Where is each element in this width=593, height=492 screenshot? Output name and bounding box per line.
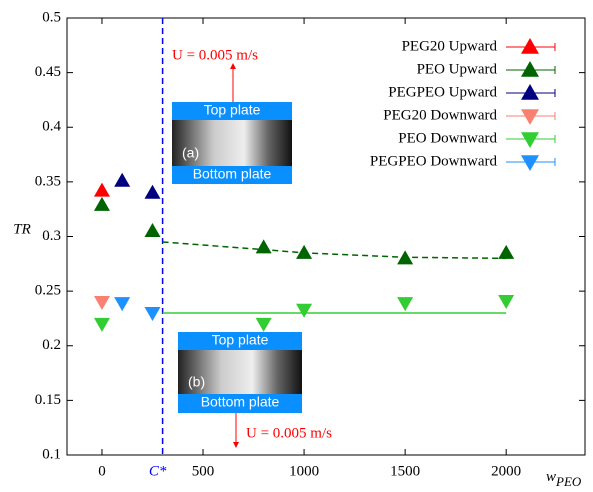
x-tick-label: 500 bbox=[192, 463, 215, 479]
legend-marker bbox=[521, 38, 539, 54]
y-tick-label: 0.5 bbox=[42, 9, 61, 25]
marker bbox=[498, 244, 515, 259]
inset-text: Top plate bbox=[212, 332, 269, 348]
annotation: U = 0.005 m/s bbox=[172, 47, 258, 63]
marker bbox=[114, 172, 131, 187]
plate bbox=[178, 332, 302, 350]
marker bbox=[93, 317, 110, 332]
inset-image bbox=[178, 348, 302, 394]
marker bbox=[93, 182, 110, 197]
inset-b: Top plate (b) Bottom plate U = 0.005 m/s bbox=[178, 332, 332, 448]
marker bbox=[93, 296, 110, 311]
fit-line bbox=[162, 241, 507, 260]
y-tick-label: 0.3 bbox=[42, 228, 61, 244]
plate bbox=[178, 394, 302, 413]
x-tick-label: 1000 bbox=[289, 463, 319, 479]
marker bbox=[397, 250, 414, 265]
legend-marker bbox=[521, 61, 539, 77]
marker bbox=[498, 294, 515, 309]
annotation: U = 0.005 m/s bbox=[246, 425, 332, 441]
marker bbox=[93, 196, 110, 211]
marker bbox=[296, 244, 313, 259]
marker bbox=[296, 303, 313, 318]
legend-label: PEGPEO Downward bbox=[370, 153, 498, 169]
legend-label: PEO Downward bbox=[398, 130, 497, 146]
x-tick-label: 1500 bbox=[390, 463, 420, 479]
y-tick-label: 0.15 bbox=[35, 392, 61, 408]
legend-label: PEGPEO Upward bbox=[388, 84, 497, 100]
legend-marker bbox=[521, 155, 539, 171]
y-tick-label: 0.25 bbox=[35, 283, 61, 299]
marker bbox=[397, 297, 414, 312]
legend-marker bbox=[521, 109, 539, 125]
marker bbox=[255, 317, 272, 332]
inset-text: Bottom plate bbox=[201, 394, 280, 410]
inset-image bbox=[172, 118, 292, 168]
y-tick-label: 0.35 bbox=[35, 173, 61, 189]
y-tick-label: 0.2 bbox=[42, 337, 61, 353]
x-axis-label: wPEO bbox=[546, 469, 582, 487]
x-tick-label: 2000 bbox=[491, 463, 521, 479]
legend-marker bbox=[521, 84, 539, 100]
y-axis-label: TR bbox=[13, 221, 31, 237]
y-tick-label: 0.45 bbox=[35, 64, 61, 80]
legend-label: PEG20 Downward bbox=[383, 107, 497, 123]
plate bbox=[172, 166, 292, 184]
inset-text: Top plate bbox=[204, 102, 261, 118]
marker bbox=[255, 239, 272, 254]
inset-text: Bottom plate bbox=[193, 166, 272, 182]
x-tick-label: 0 bbox=[98, 463, 106, 479]
marker bbox=[144, 184, 161, 199]
marker bbox=[114, 297, 131, 312]
inset-a: Top plate (a) Bottom plate U = 0.005 m/s bbox=[172, 47, 292, 184]
plot-frame bbox=[66, 17, 586, 456]
legend-label: PEG20 Upward bbox=[402, 38, 498, 54]
plate bbox=[172, 102, 292, 120]
legend-label: PEO Upward bbox=[417, 61, 498, 77]
inset-text: (b) bbox=[188, 374, 205, 390]
inset-text: (a) bbox=[182, 145, 199, 161]
y-tick-label: 0.1 bbox=[42, 446, 61, 462]
legend-marker bbox=[521, 132, 539, 148]
marker bbox=[144, 306, 161, 321]
y-tick-label: 0.4 bbox=[42, 119, 61, 135]
marker bbox=[144, 223, 161, 238]
x-tick-label: C* bbox=[149, 463, 167, 479]
